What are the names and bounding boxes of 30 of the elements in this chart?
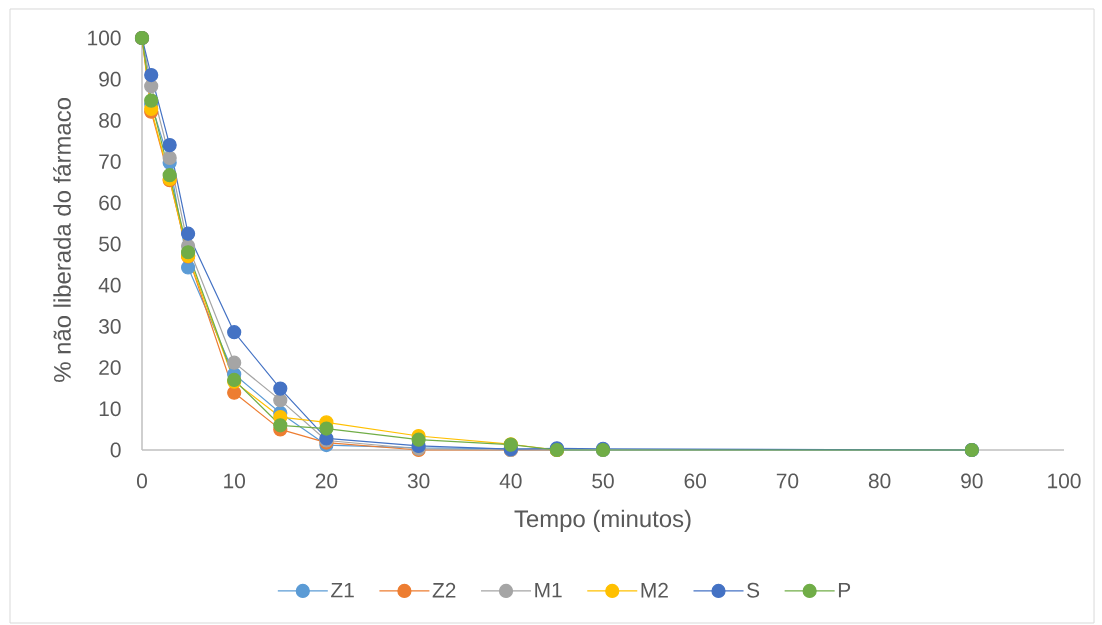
x-tick-label: 20 xyxy=(315,473,338,489)
y-tick-label: 60 xyxy=(99,195,121,211)
x-tick-label: 100 xyxy=(1048,473,1081,489)
x-tick-label: 0 xyxy=(136,473,147,489)
y-tick-label: 10 xyxy=(99,401,121,417)
legend-label: M2 xyxy=(641,582,668,598)
x-axis-title: Tempo (minutos) xyxy=(514,509,691,533)
y-tick-label: 70 xyxy=(99,154,121,169)
x-tick-label: 30 xyxy=(407,473,430,489)
legend-label: M1 xyxy=(535,582,562,598)
x-tick-label: 90 xyxy=(961,473,983,489)
x-tick-label: 80 xyxy=(868,473,891,489)
y-tick-label: 0 xyxy=(110,442,121,458)
y-tick-label: 90 xyxy=(99,71,121,87)
y-tick-label: 20 xyxy=(99,360,121,375)
y-tick-label: 40 xyxy=(98,277,121,293)
legend-label: Z2 xyxy=(432,582,456,598)
y-tick-label: 80 xyxy=(99,112,121,128)
y-tick-label: 30 xyxy=(99,318,121,334)
x-tick-label: 60 xyxy=(684,473,707,489)
y-tick-label: 50 xyxy=(99,236,121,252)
x-tick-label: 40 xyxy=(499,473,522,489)
x-tick-label: 50 xyxy=(592,473,614,489)
y-axis-title: % não liberada do fármaco xyxy=(53,98,71,382)
x-tick-label: 70 xyxy=(776,473,799,489)
y-tick-label: 100 xyxy=(88,30,121,46)
legend-label: Z1 xyxy=(331,582,354,598)
legend-label: S xyxy=(747,582,760,598)
x-tick-label: 10 xyxy=(224,473,246,489)
legend-label: P xyxy=(838,582,851,598)
